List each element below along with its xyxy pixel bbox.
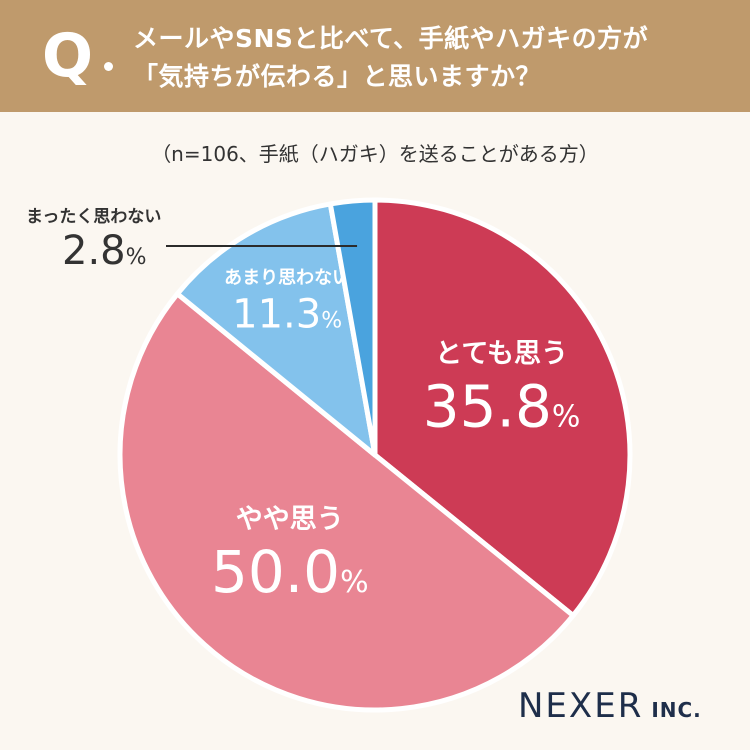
slice-3-wedge: [174, 201, 378, 458]
question-line-1: メールやSNSと比べて、手紙やハガキの方が: [133, 24, 649, 53]
slice-2-label: やや思う: [236, 504, 344, 535]
slice-1-wedge: [372, 197, 633, 619]
slice-1-value: 35.8%: [423, 373, 581, 441]
q-dot: [104, 62, 113, 71]
brand-logo: NEXER INC.: [518, 686, 702, 726]
slice-3-value: 11.3%: [232, 292, 342, 338]
brand-name: NEXER: [518, 686, 644, 726]
slice-2-value: 50.0%: [211, 538, 369, 606]
slice-1-label: とても思う: [435, 339, 568, 370]
question-line-2: 「気持ちが伝わる」と思いますか？: [133, 62, 542, 91]
slice-4-wedge: [327, 197, 378, 458]
slice-2-wedge: [117, 291, 576, 713]
chart-subtitle: （n=106、手紙（ハガキ）を送ることがある方）: [151, 142, 599, 166]
question-banner: Q メールやSNSと比べて、手紙やハガキの方が 「気持ちが伝わる」と思いますか？: [0, 0, 750, 112]
question-text: メールやSNSと比べて、手紙やハガキの方が 「気持ちが伝わる」と思いますか？: [133, 20, 648, 96]
slice-3-label: あまり思わない: [224, 268, 350, 289]
slice-4-label: まったく思わない: [26, 207, 161, 227]
q-label: Q: [42, 21, 94, 91]
slice-4-value: 2.8%: [62, 228, 147, 274]
brand-suffix: INC.: [651, 698, 702, 722]
